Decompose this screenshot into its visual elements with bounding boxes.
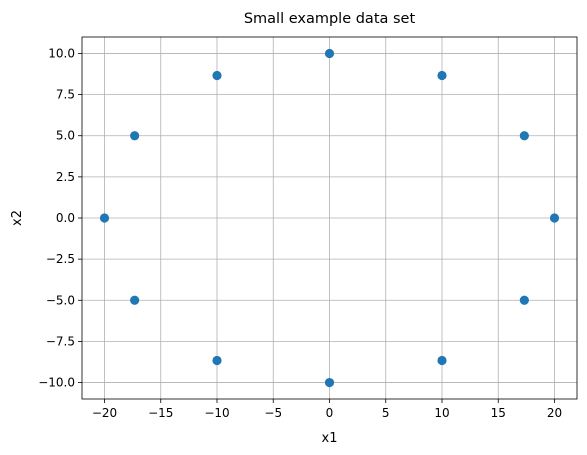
x-tick-label: 15: [491, 406, 506, 420]
data-point: [212, 355, 222, 366]
data-points: [99, 48, 560, 388]
data-point: [130, 295, 140, 305]
y-tick-label: −2.5: [46, 252, 75, 266]
y-tick-label: −10.0: [38, 376, 75, 390]
grid: [82, 37, 577, 399]
y-axis-label: x2: [10, 210, 25, 226]
x-tick-label: −15: [148, 406, 173, 420]
x-tick-label: 20: [547, 406, 562, 420]
y-tick-label: −5.0: [46, 293, 75, 307]
data-point: [437, 70, 447, 81]
data-point: [324, 377, 335, 388]
data-point: [130, 131, 140, 141]
x-tick-label: −10: [204, 406, 229, 420]
data-point: [549, 213, 560, 223]
x-axis-label: x1: [322, 431, 338, 446]
x-tick-label: 0: [326, 406, 334, 420]
data-point: [212, 70, 222, 81]
x-tick-label: −5: [264, 406, 282, 420]
chart-title: Small example data set: [244, 11, 416, 27]
y-tick-label: 7.5: [56, 88, 75, 102]
data-point: [519, 295, 529, 305]
data-point: [519, 131, 529, 141]
x-tick-label: 10: [434, 406, 449, 420]
y-tick-label: 2.5: [56, 170, 75, 184]
y-tick-label: 0.0: [56, 211, 75, 225]
x-tick-label: −20: [92, 406, 117, 420]
y-tick-label: 10.0: [48, 46, 75, 60]
y-tick-label: 5.0: [56, 129, 75, 143]
x-tick-label: 5: [382, 406, 390, 420]
data-point: [99, 213, 110, 223]
data-point: [437, 355, 447, 366]
data-point: [324, 48, 335, 59]
y-tick-label: −7.5: [46, 334, 75, 348]
axis-ticks: −20 −15 −10 −5 0 5 10 15 20 −10.0 −7.5 −5.0 −2.5 0.0 2…: [38, 46, 562, 420]
